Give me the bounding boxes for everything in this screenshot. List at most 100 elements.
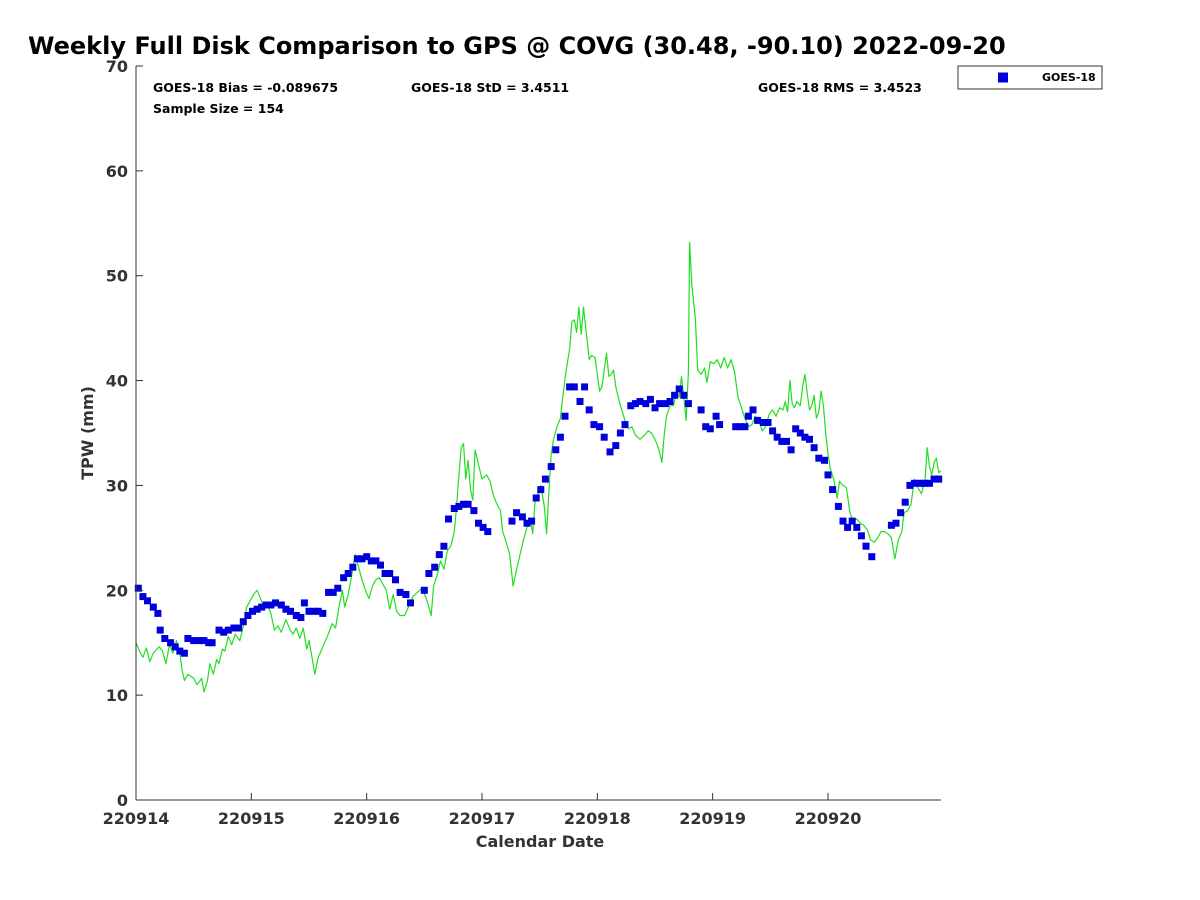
x-tick-label: 220919 xyxy=(679,809,746,828)
gps-line xyxy=(135,241,942,693)
goes18-point xyxy=(642,400,650,408)
goes18-point xyxy=(381,570,389,577)
x-axis-label: Calendar Date xyxy=(476,832,605,851)
goes18-point xyxy=(282,605,290,613)
goes18-point xyxy=(518,513,526,521)
goes18-point xyxy=(666,398,674,405)
goes18-point xyxy=(759,419,767,426)
goes18-point xyxy=(386,570,394,577)
goes18-point xyxy=(190,637,198,645)
goes18-point xyxy=(787,446,795,454)
goes18-point xyxy=(523,519,531,527)
goes18-point xyxy=(806,435,813,443)
plot-area xyxy=(136,66,941,800)
goes18-point xyxy=(208,639,216,647)
goes18-point xyxy=(167,639,175,647)
goes18-point xyxy=(195,637,203,645)
goes18-point xyxy=(239,618,247,626)
series-layer xyxy=(134,241,943,693)
stat-sample-size: Sample Size = 154 xyxy=(153,101,284,116)
goes18-point xyxy=(675,385,683,393)
stat-rms: GOES-18 RMS = 3.4523 xyxy=(758,80,922,95)
goes18-point xyxy=(455,502,463,510)
goes18-point xyxy=(616,429,624,437)
goes18-point xyxy=(596,423,604,431)
goes18-point xyxy=(508,517,516,525)
goes18-point xyxy=(911,479,918,487)
goes18-point xyxy=(561,412,569,420)
goes18-point xyxy=(258,603,266,611)
goes18-point xyxy=(716,421,724,429)
goes18-point xyxy=(627,402,635,410)
goes18-point xyxy=(363,553,371,561)
goes18-point xyxy=(897,509,905,517)
goes18-point xyxy=(651,404,659,412)
goes18-point xyxy=(621,421,629,429)
goes18-point xyxy=(646,395,654,403)
goes18-point xyxy=(353,555,361,563)
goes18-point xyxy=(930,475,938,483)
x-tick-label: 220920 xyxy=(795,809,862,828)
y-tick-label: 50 xyxy=(106,267,128,286)
goes18-point xyxy=(815,454,823,462)
goes18-point xyxy=(532,494,540,502)
goes18-point xyxy=(479,523,487,531)
goes18-point xyxy=(420,586,428,594)
goes18-point xyxy=(566,383,574,391)
goes18-point xyxy=(857,532,865,540)
goes18-point xyxy=(631,400,639,408)
goes18-point xyxy=(154,609,162,617)
goes18-point xyxy=(600,433,608,441)
goes18-point xyxy=(906,481,914,489)
goes18-point xyxy=(171,643,179,651)
goes18-point xyxy=(287,607,294,615)
legend: GOES-18 xyxy=(957,65,1103,90)
goes18-point xyxy=(821,456,828,464)
goes18-point xyxy=(349,563,357,571)
goes18-point xyxy=(305,607,313,615)
x-ticks: 220914 220915 220916 220917 220918 220919 2209… xyxy=(103,793,862,828)
goes18-point xyxy=(834,502,842,510)
y-axis-label: TPW (mm) xyxy=(78,386,97,480)
goes18-point xyxy=(377,561,384,569)
stat-std: GOES-18 StD = 3.4511 xyxy=(411,80,569,95)
goes18-point xyxy=(149,603,157,611)
goes18-point xyxy=(440,542,448,550)
goes18-point xyxy=(184,635,192,642)
goes18-point xyxy=(773,433,781,441)
goes18-point xyxy=(464,500,472,508)
goes18-point xyxy=(916,479,924,487)
goes18-point xyxy=(272,599,279,607)
goes18-point xyxy=(581,383,589,391)
goes18-point xyxy=(460,500,467,508)
goes18-point xyxy=(706,425,714,433)
goes18-point xyxy=(267,601,275,609)
goes18-point xyxy=(392,576,399,584)
goes18-point xyxy=(156,626,164,634)
goes18-point xyxy=(590,421,598,429)
goes18-point xyxy=(901,498,909,506)
goes18-point xyxy=(702,423,710,431)
goes18-point xyxy=(200,637,208,645)
goes18-point xyxy=(435,551,443,559)
goes18-point xyxy=(556,433,564,441)
goes18-point xyxy=(541,475,549,483)
goes18-point xyxy=(235,624,243,632)
goes18-point xyxy=(862,542,870,550)
y-tick-label: 10 xyxy=(106,686,128,705)
goes18-point xyxy=(801,433,809,441)
y-tick-label: 30 xyxy=(106,476,128,495)
x-tick-label: 220916 xyxy=(333,809,400,828)
goes18-point xyxy=(796,429,804,437)
x-tick-label: 220914 xyxy=(103,809,170,828)
goes18-point xyxy=(407,599,414,607)
goes18-point xyxy=(824,471,832,479)
goes18-point xyxy=(262,601,270,609)
goes18-point xyxy=(292,612,300,619)
goes18-point xyxy=(431,563,439,571)
goes18-point xyxy=(887,521,895,529)
goes18-point xyxy=(230,624,238,632)
goes18-point xyxy=(921,479,929,487)
goes18-point xyxy=(425,570,433,577)
